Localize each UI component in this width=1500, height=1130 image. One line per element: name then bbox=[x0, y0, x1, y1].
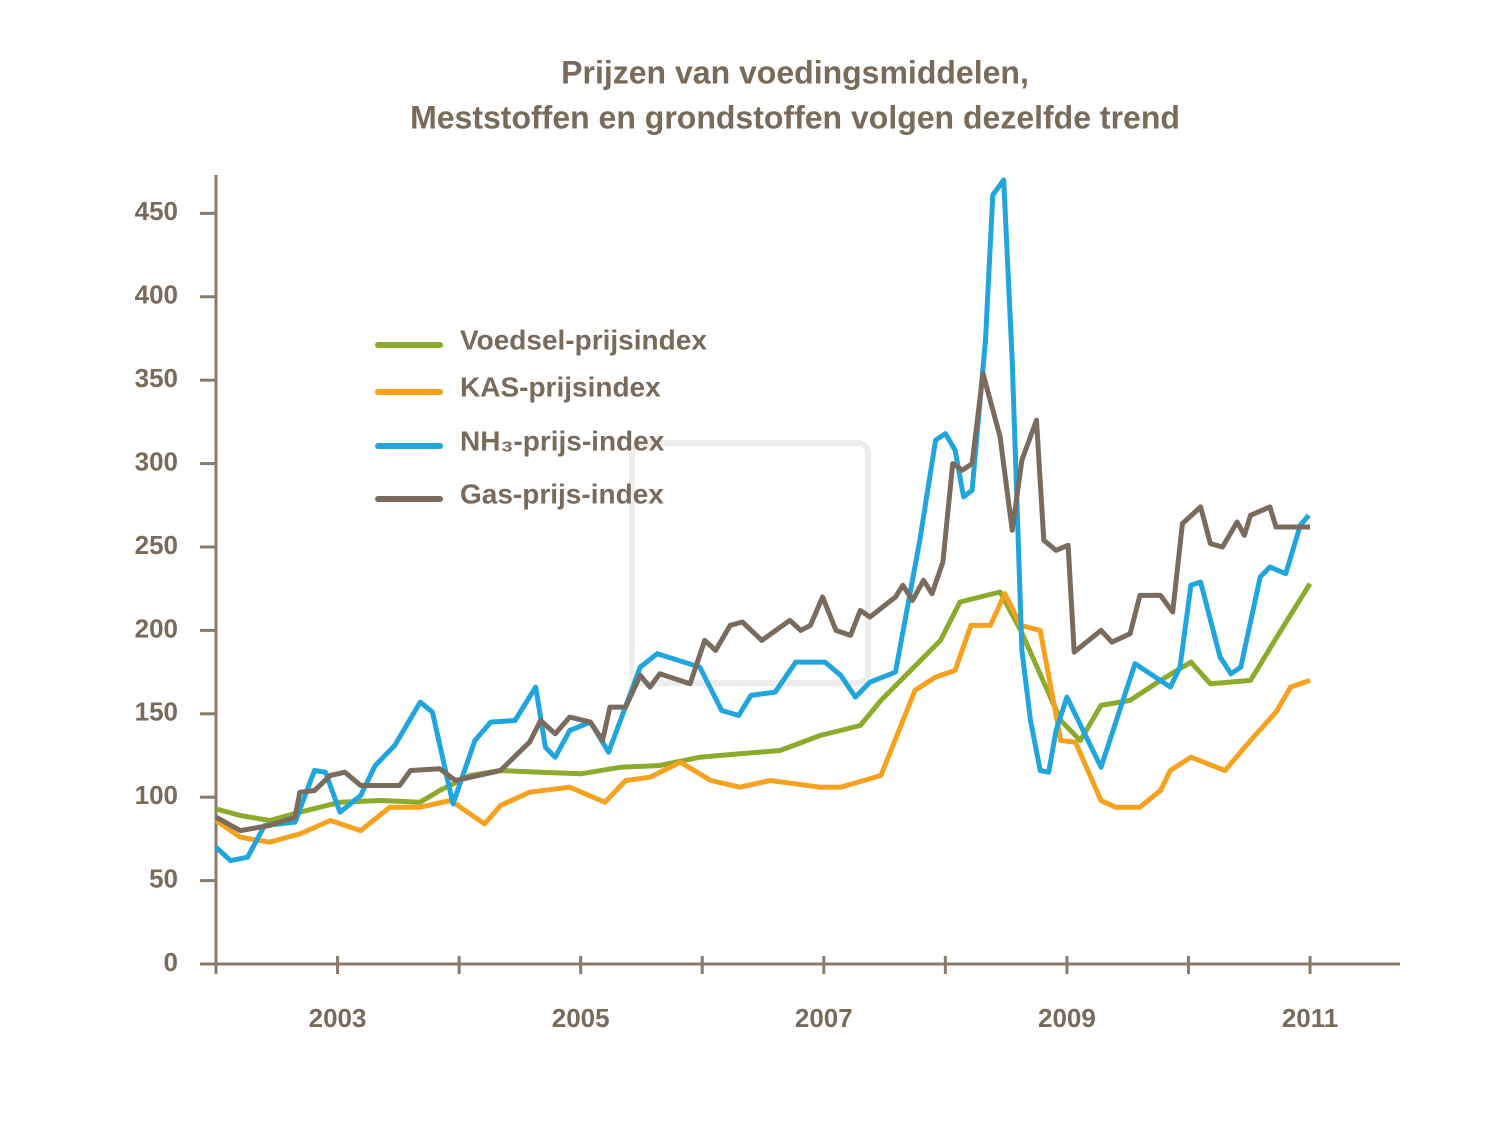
y-tick-label: 150 bbox=[135, 697, 178, 727]
legend-item: NH₃-prijs-index bbox=[375, 425, 665, 456]
x-tick-label: 2007 bbox=[795, 1003, 853, 1033]
data-line bbox=[214, 591, 1311, 845]
data-line bbox=[214, 177, 1311, 864]
data-line bbox=[214, 371, 1310, 834]
y-tick-label: 350 bbox=[135, 363, 178, 393]
watermark bbox=[629, 440, 871, 686]
y-tick-label: 300 bbox=[135, 446, 178, 476]
x-tick-label: 2009 bbox=[1038, 1003, 1096, 1033]
y-tick-label: 250 bbox=[135, 530, 178, 560]
legend-item: KAS-prijsindex bbox=[375, 371, 661, 402]
data-line bbox=[215, 582, 1313, 823]
x-tick-label: 2011 bbox=[1282, 1003, 1338, 1033]
x-tick-label: 2003 bbox=[309, 1003, 367, 1033]
legend-label: KAS-prijsindex bbox=[460, 371, 661, 402]
y-tick-label: 100 bbox=[135, 780, 178, 810]
x-tick-label: 2005 bbox=[552, 1003, 610, 1033]
y-tick-label: 200 bbox=[135, 613, 178, 643]
y-tick-label: 0 bbox=[164, 947, 178, 977]
y-tick-label: 50 bbox=[149, 863, 178, 893]
chart-title: Meststoffen en grondstoffen volgen dezel… bbox=[410, 99, 1180, 135]
legend-item: Voedsel-prijsindex bbox=[375, 324, 707, 355]
legend-label: NH₃-prijs-index bbox=[460, 425, 665, 456]
legend-label: Voedsel-prijsindex bbox=[460, 324, 707, 355]
y-tick-label: 400 bbox=[135, 280, 178, 310]
chart-title: Prijzen van voedingsmiddelen, bbox=[561, 54, 1029, 90]
legend-label: Gas-prijs-index bbox=[460, 478, 664, 509]
y-tick-label: 450 bbox=[135, 196, 178, 226]
legend-item: Gas-prijs-index bbox=[375, 478, 664, 509]
